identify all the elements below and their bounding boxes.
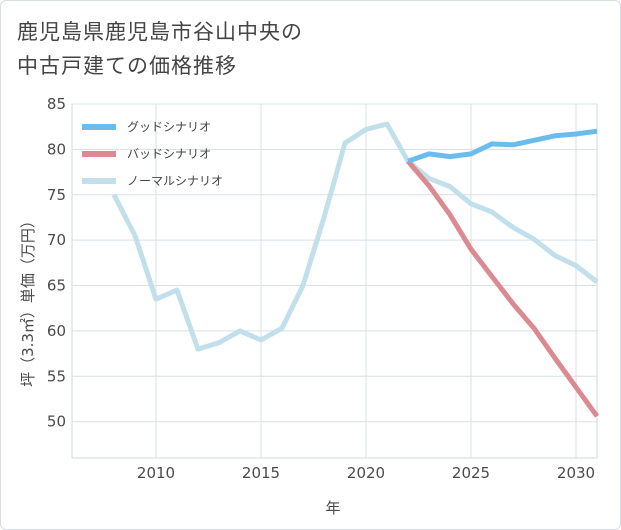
legend-label-bad: バッドシナリオ (127, 147, 211, 161)
x-tick-label: 2030 (557, 464, 595, 482)
y-tick-label: 60 (47, 322, 66, 340)
chart-title: 鹿児島県鹿児島市谷山中央の 中古戸建ての価格推移 (17, 15, 437, 83)
x-tick-label: 2015 (242, 464, 280, 482)
x-tick-label: 2025 (452, 464, 490, 482)
chart-title-line-1: 鹿児島県鹿児島市谷山中央の (17, 20, 303, 44)
x-tick-label: 2010 (137, 464, 175, 482)
series-line-bad (406, 159, 600, 418)
y-tick-label: 80 (47, 140, 66, 158)
tick-labels: 50 55 60 65 70 75 80 85 2010 2015 2020 2025 2030 (47, 95, 595, 482)
series-lines (111, 121, 600, 418)
x-axis-label: 年 (325, 499, 340, 517)
y-tick-label: 85 (47, 95, 66, 113)
series-line-good (407, 128, 598, 164)
y-axis-label: 坪（3.3㎡）単価（万円） (19, 213, 37, 387)
x-tick-label: 2020 (347, 464, 385, 482)
grid (71, 103, 598, 459)
y-tick-label: 50 (47, 413, 66, 431)
legend-label-normal: ノーマルシナリオ (127, 174, 223, 188)
y-tick-label: 75 (47, 186, 66, 204)
chart-title-line-2: 中古戸建ての価格推移 (17, 54, 237, 78)
y-tick-label: 65 (47, 277, 66, 295)
series-line-normal (111, 121, 599, 352)
legend-label-good: グッドシナリオ (127, 120, 211, 134)
y-tick-label: 55 (47, 367, 66, 385)
y-tick-label: 70 (47, 231, 66, 249)
